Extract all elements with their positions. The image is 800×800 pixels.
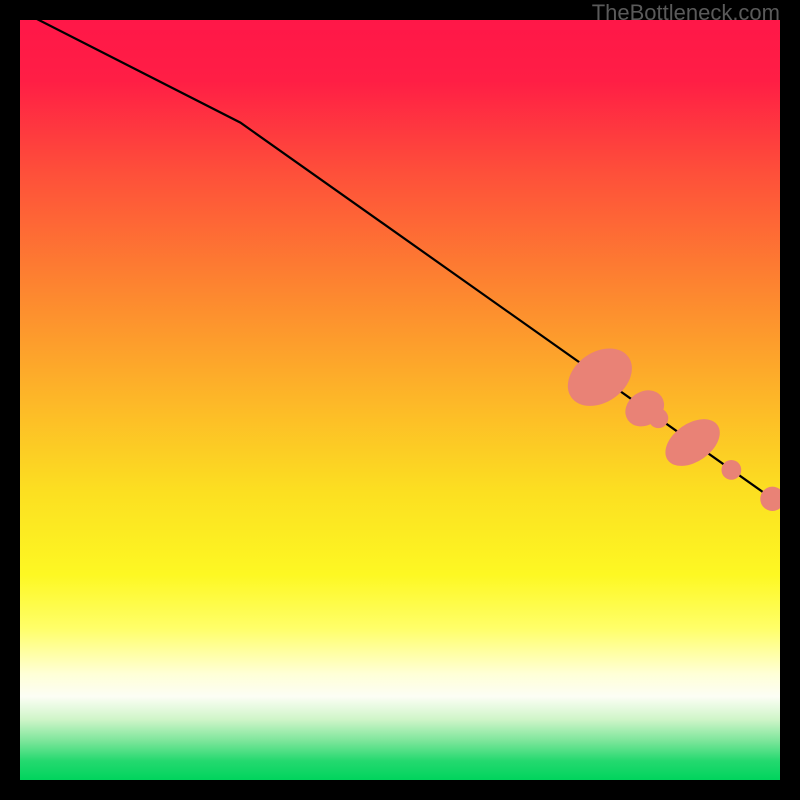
plot-area — [20, 20, 780, 780]
data-marker — [721, 460, 741, 480]
attribution-label: TheBottleneck.com — [592, 0, 780, 26]
chart-overlay — [20, 20, 780, 780]
data-marker — [649, 408, 669, 428]
data-marker — [760, 487, 780, 511]
outer-frame: TheBottleneck.com — [0, 0, 800, 800]
